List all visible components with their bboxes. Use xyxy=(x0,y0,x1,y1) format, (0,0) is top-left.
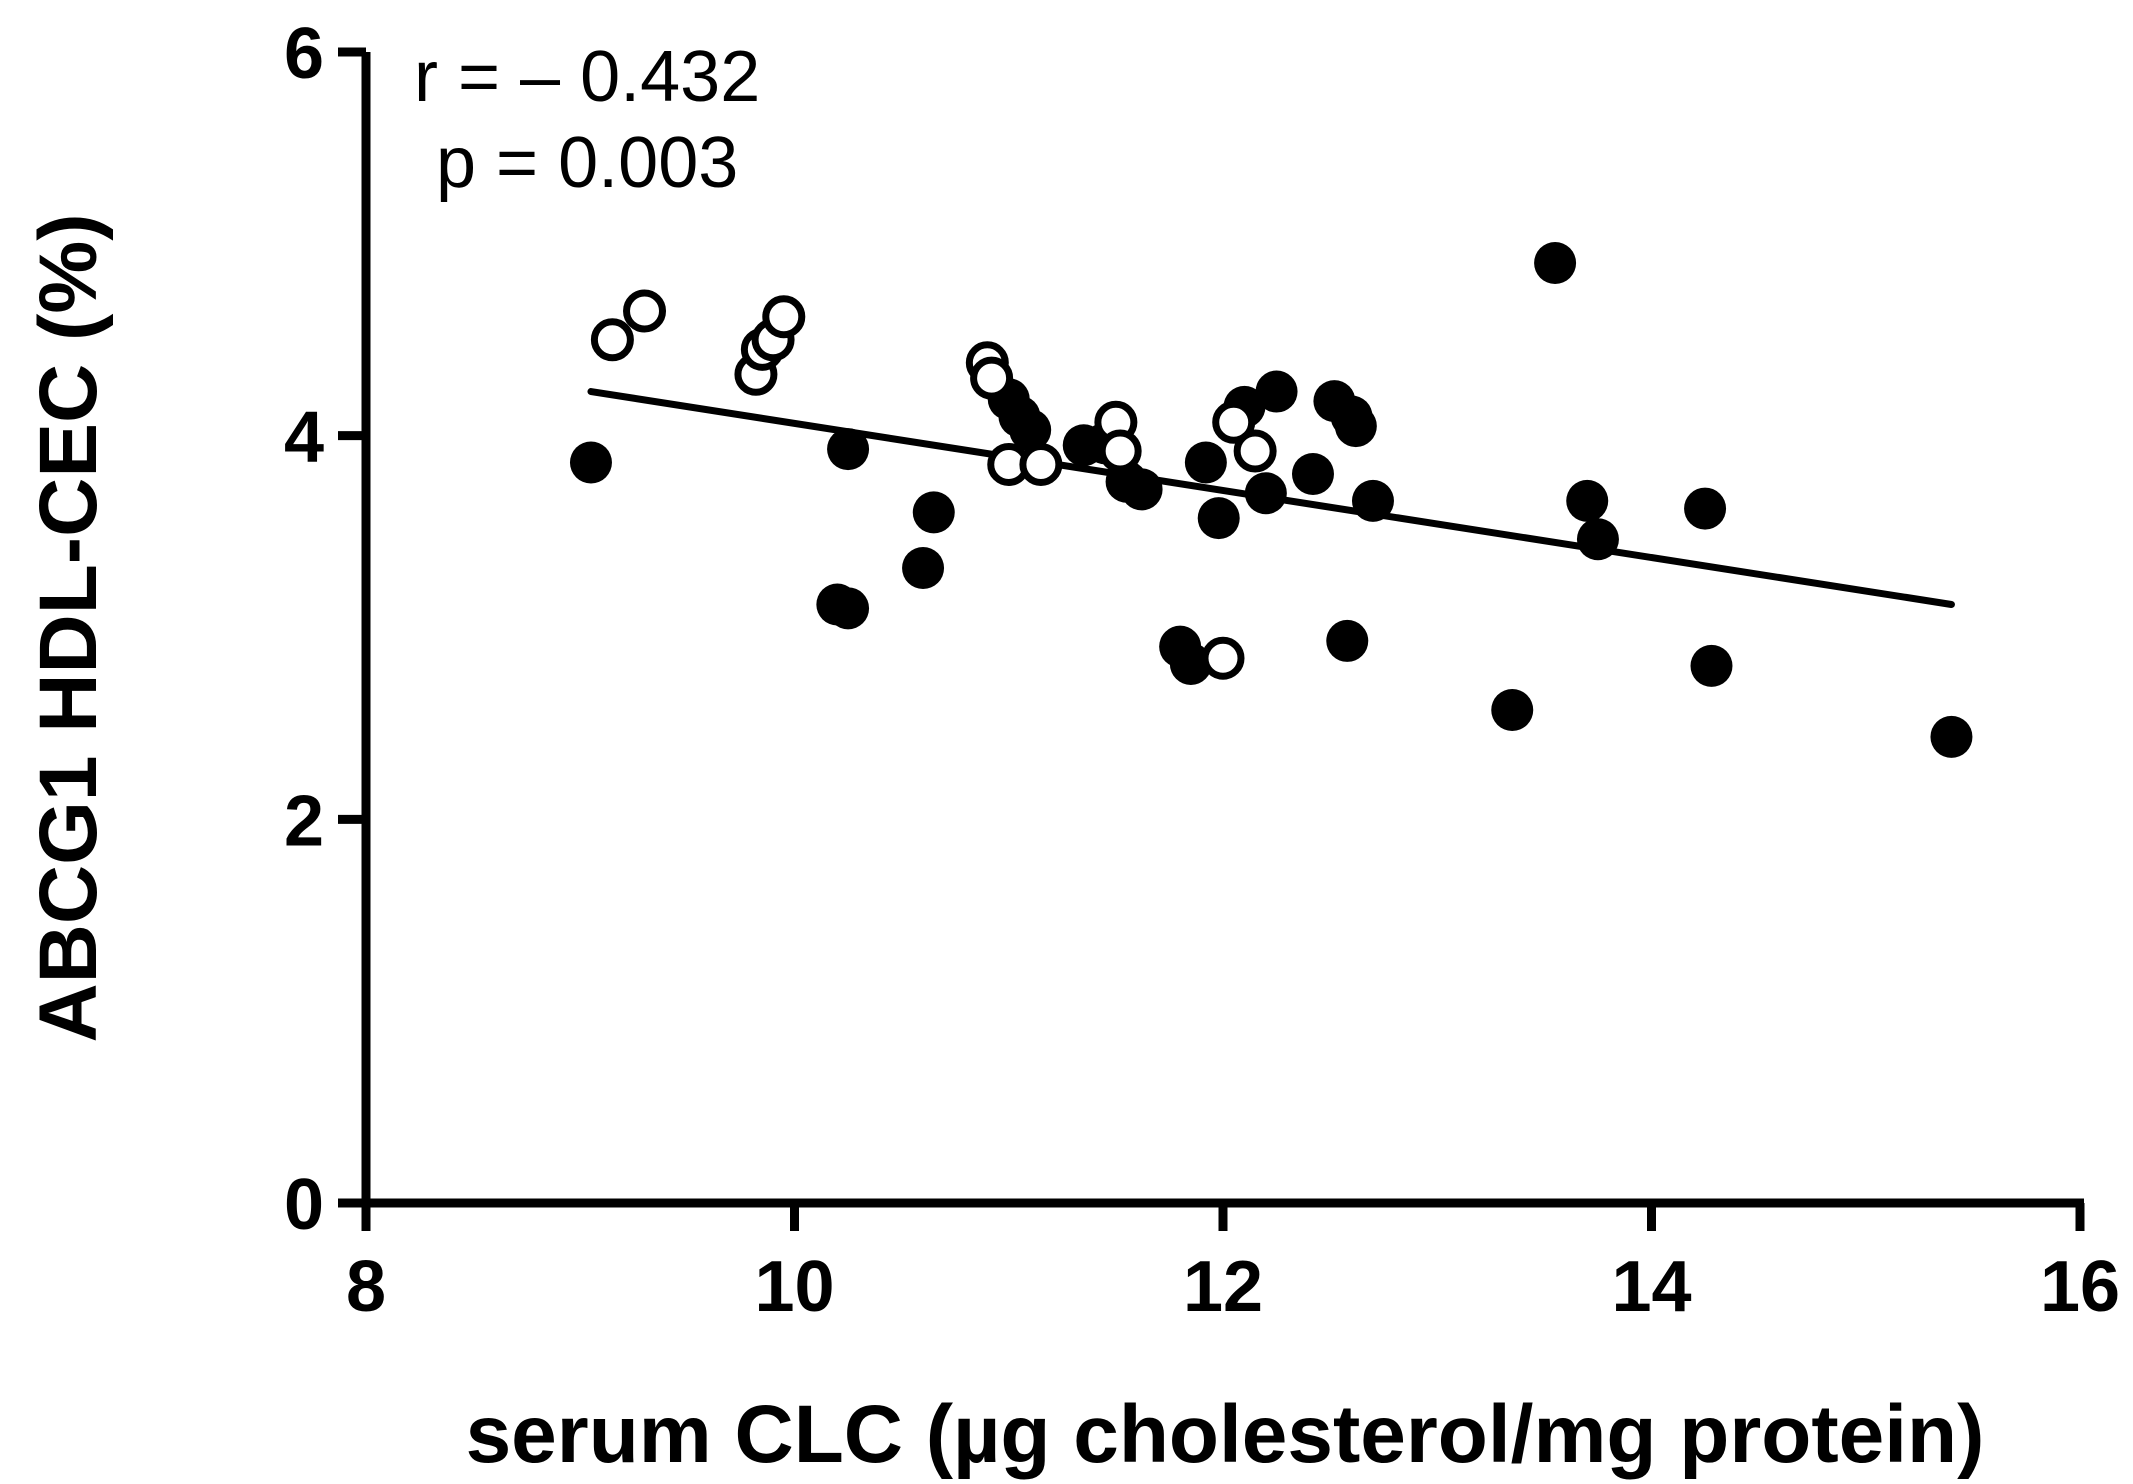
x-tick-label-14: 14 xyxy=(1611,1247,1691,1327)
filled-point-14 xyxy=(1169,642,1212,685)
filled-point-12 xyxy=(1120,468,1163,511)
filled-point-30 xyxy=(1684,487,1727,530)
x-axis-title: serum CLC (µg cholesterol/mg protein) xyxy=(466,1389,1985,1480)
tick-labels: 8 10 12 14 16 0 2 4 6 xyxy=(284,14,2120,1327)
filled-point-32 xyxy=(1930,715,1973,758)
axes xyxy=(361,52,2084,1208)
filled-point-29 xyxy=(1576,518,1619,561)
filled-point-15 xyxy=(1184,441,1227,484)
open-point-1 xyxy=(623,289,667,333)
filled-point-0 xyxy=(569,441,612,484)
filled-point-8 xyxy=(1009,408,1052,451)
open-point-5 xyxy=(762,295,806,339)
x-tick-label-8: 8 xyxy=(346,1247,386,1327)
y-tick-label-6: 6 xyxy=(284,14,324,94)
filled-point-16 xyxy=(1197,497,1240,540)
filled-point-19 xyxy=(1255,370,1298,413)
filled-point-28 xyxy=(1566,479,1609,522)
filled-point-26 xyxy=(1491,688,1534,731)
filled-point-27 xyxy=(1534,242,1577,285)
filled-point-22 xyxy=(1326,619,1369,662)
x-tick-label-16: 16 xyxy=(2040,1247,2120,1327)
p-annotation: p = 0.003 xyxy=(436,123,738,203)
filled-point-5 xyxy=(902,547,945,590)
filled-point-24 xyxy=(1334,405,1377,448)
filled-point-31 xyxy=(1690,644,1733,687)
filled-point-25 xyxy=(1351,479,1394,522)
open-point-11 xyxy=(1098,429,1142,473)
filled-point-18 xyxy=(1244,472,1287,515)
open-point-7 xyxy=(970,356,1014,400)
filled-point-20 xyxy=(1291,453,1334,496)
filled-point-1 xyxy=(827,428,870,471)
y-tick-label-2: 2 xyxy=(284,781,324,861)
y-axis-title: ABCG1 HDL-CEC (%) xyxy=(23,213,114,1042)
y-tick-label-4: 4 xyxy=(284,398,324,478)
open-point-14 xyxy=(1233,429,1277,473)
open-point-9 xyxy=(1019,442,1063,486)
x-tick-label-12: 12 xyxy=(1183,1247,1263,1327)
data-points xyxy=(569,242,1973,758)
filled-point-3 xyxy=(827,587,870,630)
open-point-0 xyxy=(590,318,634,362)
open-point-12 xyxy=(1201,636,1245,680)
open-point-13 xyxy=(1212,400,1256,444)
r-annotation: r = – 0.432 xyxy=(414,37,760,117)
filled-point-4 xyxy=(912,491,955,534)
y-tick-label-0: 0 xyxy=(284,1165,324,1245)
ticks xyxy=(338,47,2085,1231)
x-tick-label-10: 10 xyxy=(754,1247,834,1327)
